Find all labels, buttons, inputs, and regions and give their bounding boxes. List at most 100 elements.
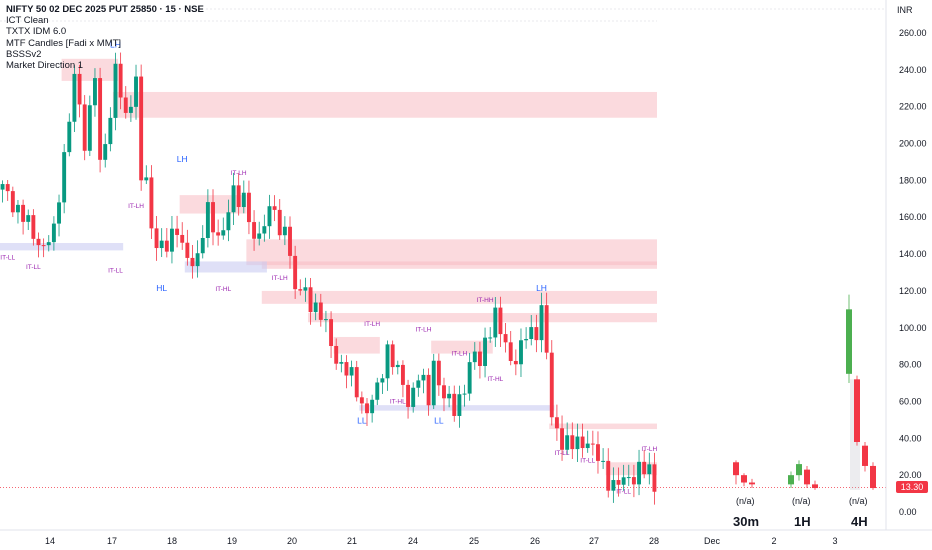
candle-body — [467, 362, 472, 394]
candle-body — [262, 226, 267, 234]
candle-body — [406, 384, 411, 407]
y-tick-label: 260.00 — [899, 28, 927, 38]
x-tick-label: 28 — [649, 536, 659, 546]
candle-body — [606, 460, 611, 491]
candle-body — [375, 382, 380, 400]
candle-body — [637, 461, 641, 485]
mtf-candles — [733, 294, 876, 490]
candle-body — [585, 443, 590, 449]
candle-body — [246, 192, 251, 223]
y-tick-label: 240.00 — [899, 65, 927, 75]
candle-body — [426, 374, 431, 406]
candle-body — [488, 337, 493, 339]
candle-body — [169, 228, 174, 252]
candle-body — [252, 222, 257, 239]
candle-body — [416, 380, 421, 388]
candle-body — [544, 305, 549, 353]
indicator-bsssv2[interactable]: BSSSv2 — [6, 48, 42, 60]
mtf-4h-label: 4H — [851, 514, 868, 529]
candle-body — [519, 340, 523, 365]
candle-body — [513, 360, 518, 365]
candle-body — [87, 105, 92, 151]
structure-label: IT-LH — [272, 275, 288, 282]
mtf-candle-body — [862, 445, 868, 466]
candle-body — [108, 117, 113, 145]
candle-body — [236, 185, 241, 208]
mtf-4h-value: (n/a) — [849, 496, 868, 506]
candle-body — [241, 192, 246, 208]
candle-body — [590, 443, 595, 445]
candle-body — [190, 257, 195, 267]
candle-body — [524, 339, 529, 341]
x-tick-label: 17 — [107, 536, 117, 546]
candle-body — [123, 97, 128, 113]
candle-body — [498, 307, 503, 335]
candle-body — [72, 73, 77, 122]
candle-body — [339, 362, 344, 364]
candle-body — [447, 393, 452, 399]
indicator-ict-clean[interactable]: ICT Clean — [6, 15, 49, 27]
candle-body — [652, 464, 657, 492]
candle-body — [267, 206, 272, 227]
candle-body — [534, 327, 539, 341]
candle-body — [529, 327, 534, 340]
structure-label: IT-HL — [390, 398, 406, 405]
candle-body — [231, 185, 236, 213]
candle-body — [493, 307, 498, 338]
candle-body — [477, 351, 482, 366]
x-tick-label: 18 — [167, 536, 177, 546]
y-tick-label: 200.00 — [899, 139, 927, 149]
candle-body — [154, 228, 159, 249]
candle-body — [26, 215, 31, 222]
candle-body — [36, 238, 41, 246]
candle-body — [565, 435, 570, 450]
candle-body — [5, 184, 10, 192]
candle-body — [611, 480, 616, 491]
candle-body — [93, 78, 97, 106]
candle-body — [144, 177, 149, 181]
candle-body — [647, 464, 652, 475]
y-tick-label: 40.00 — [899, 433, 922, 443]
legend: NIFTY 50 02 DEC 2025 PUT 25850 · 15 · NS… — [6, 4, 204, 71]
structure-label: IT-LL — [555, 450, 570, 457]
candle-body — [380, 378, 385, 383]
currency-label[interactable]: INR — [897, 5, 913, 15]
candle-body — [596, 444, 600, 461]
zones — [0, 58, 886, 488]
candle-body — [128, 106, 133, 113]
candle-body — [98, 78, 103, 160]
supply-zone — [431, 340, 493, 354]
y-tick-label: 140.00 — [899, 249, 927, 259]
candle-body — [67, 121, 72, 153]
structure-label: LH — [536, 283, 547, 293]
candle-body — [57, 202, 61, 224]
candles — [0, 52, 657, 505]
structure-label: IT-LL — [580, 457, 595, 464]
structure-label: IT-LL — [0, 255, 15, 262]
indicator-txtx-idm[interactable]: TXTX IDM 6.0 — [6, 26, 67, 38]
candle-body — [272, 206, 277, 210]
candle-body — [508, 342, 513, 361]
indicator-mtf-candles[interactable]: MTF Candles [Fadi x MMT] — [6, 37, 122, 49]
candle-body — [51, 223, 56, 243]
indicator-market-direction[interactable]: Market Direction 1 — [6, 60, 84, 72]
supply-zone — [112, 91, 657, 118]
chart-title[interactable]: NIFTY 50 02 DEC 2025 PUT 25850 · 15 · NS… — [6, 4, 204, 15]
mtf-candle-body — [812, 484, 818, 489]
candle-body — [211, 202, 215, 233]
mtf-candle-body — [796, 464, 802, 476]
candle-body — [103, 144, 108, 160]
candle-body — [539, 305, 544, 341]
candle-body — [411, 387, 416, 407]
candle-body — [149, 177, 154, 229]
candle-body — [318, 302, 323, 320]
candle-body — [205, 202, 210, 238]
x-tick-label: 21 — [347, 536, 357, 546]
x-tick-label: 14 — [45, 536, 55, 546]
y-tick-label: 60.00 — [899, 396, 922, 406]
candle-body — [77, 73, 82, 105]
candle-body — [359, 397, 364, 404]
candle-body — [159, 240, 164, 249]
structure-label: LL — [357, 416, 367, 426]
